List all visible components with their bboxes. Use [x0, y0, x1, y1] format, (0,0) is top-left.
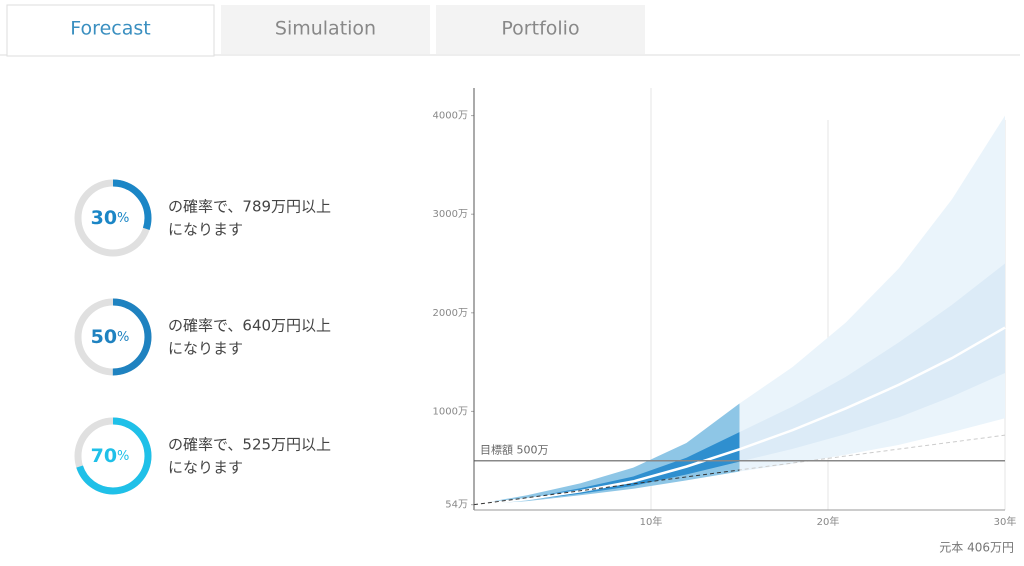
ring-arc — [74, 298, 152, 376]
percent-number: 50 — [91, 326, 117, 348]
probability-text: の確率で、525万円以上 — [168, 436, 331, 454]
target-label: 目標額 500万 — [480, 443, 549, 457]
x-tick-label: 10年 — [640, 515, 663, 528]
tab-label: Portfolio — [501, 18, 579, 40]
y-tick-label: 4000万 — [433, 111, 468, 122]
percent-number: 70 — [91, 445, 117, 467]
ring-percent: 30% — [91, 207, 130, 229]
ring-percent: 70% — [91, 445, 130, 467]
tab[interactable]: Simulation — [221, 5, 430, 54]
ring-arc — [74, 179, 152, 257]
band-future — [739, 263, 1005, 462]
percent-number: 30 — [91, 207, 117, 229]
y-tick-label: 54万 — [445, 500, 468, 511]
median-line — [473, 326, 1006, 506]
principal-label: 元本 406万円 — [939, 541, 1014, 555]
percent-unit: % — [117, 330, 129, 345]
tab[interactable]: Portfolio — [436, 5, 645, 54]
band-past — [474, 403, 740, 505]
ring-percent: 50% — [91, 326, 130, 348]
probability-text: になります — [168, 340, 243, 358]
x-tick-label: 30年 — [994, 515, 1017, 528]
probability-text: の確率で、789万円以上 — [168, 198, 331, 216]
probability-text: になります — [168, 221, 243, 239]
tab-background — [221, 5, 430, 54]
tab[interactable]: Forecast — [6, 4, 215, 57]
percent-unit: % — [117, 449, 129, 464]
tab-background — [436, 5, 645, 54]
band-past — [474, 432, 740, 505]
x-tick-label: 20年 — [817, 515, 840, 528]
y-tick-label: 3000万 — [433, 209, 468, 220]
probability-text: の確率で、640万円以上 — [168, 317, 331, 335]
y-tick-label: 2000万 — [433, 308, 468, 319]
probability-text: になります — [168, 459, 243, 477]
tab-label: Simulation — [275, 18, 376, 40]
ring-arc — [74, 417, 152, 495]
percent-unit: % — [117, 211, 129, 226]
tab-background — [6, 4, 215, 57]
y-tick-label: 1000万 — [433, 406, 468, 417]
tab-label: Forecast — [70, 18, 150, 40]
